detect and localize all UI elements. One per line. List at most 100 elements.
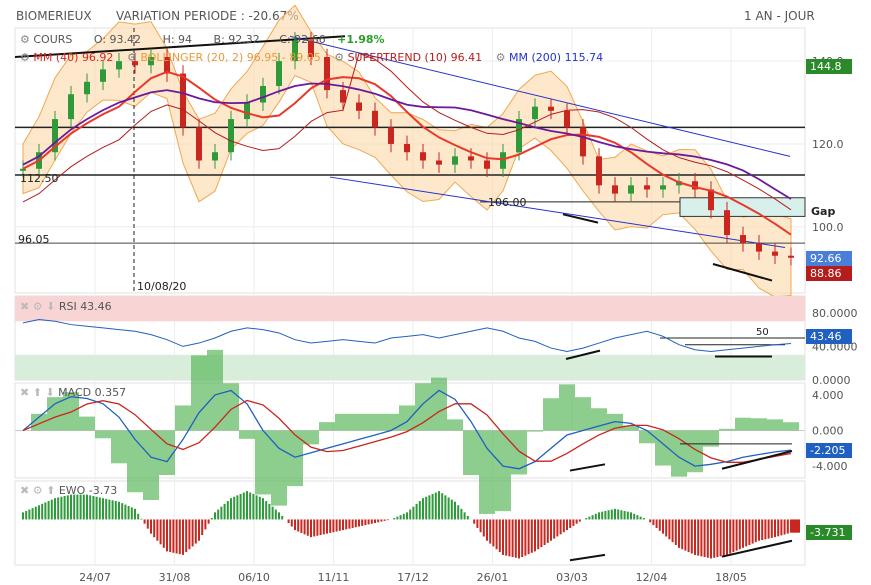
- gear-icon[interactable]: ⚙: [32, 300, 43, 313]
- candle-body: [628, 185, 634, 194]
- ewo-bar: [226, 501, 229, 520]
- candle-body: [372, 110, 378, 128]
- ewo-bar: [450, 499, 453, 520]
- ewo-bar: [201, 519, 204, 536]
- ewo-bar: [182, 519, 184, 555]
- candle-body: [468, 156, 474, 161]
- gear-icon[interactable]: ⚙: [495, 51, 506, 64]
- ewo-bar: [559, 519, 562, 535]
- ewo-bar: [457, 505, 460, 520]
- legend-mm40: MM (40): [33, 51, 79, 64]
- ewo-bar: [140, 518, 143, 520]
- candle-body: [292, 40, 298, 62]
- macd-histogram-bar: [655, 430, 671, 466]
- gear-icon[interactable]: ⚙: [20, 33, 30, 46]
- macd-histogram-bar: [783, 422, 799, 431]
- ewo-bar: [415, 503, 418, 520]
- x-tick-label: 11/11: [318, 571, 350, 584]
- macd-histogram-bar: [751, 418, 767, 431]
- ewo-bar: [534, 519, 536, 552]
- ewo-bar: [764, 519, 767, 540]
- ewo-bar: [134, 508, 136, 520]
- ewo-bar: [751, 519, 754, 544]
- candle-body: [388, 127, 394, 144]
- last-price-badge: 92.66: [806, 251, 852, 266]
- ewo-bar: [482, 519, 485, 537]
- close-icon[interactable]: ✖: [20, 484, 30, 497]
- ewo-bar: [639, 516, 642, 520]
- ewo-bar: [153, 519, 156, 538]
- ewo-bar: [566, 519, 568, 531]
- ewo-bar: [28, 509, 31, 520]
- close-icon[interactable]: ✖: [20, 386, 30, 399]
- ewo-bar: [572, 519, 575, 526]
- x-tick-label: 17/12: [397, 571, 429, 584]
- arrow-up-icon[interactable]: ⬆: [46, 484, 56, 497]
- rsi-label: RSI: [58, 300, 77, 313]
- ewo-bar: [290, 519, 293, 527]
- arrow-up-icon[interactable]: ⬆: [32, 386, 42, 399]
- macd-histogram-bar: [543, 398, 559, 431]
- legend-open: O: 93.42: [93, 33, 142, 46]
- ewo-bar: [82, 494, 85, 520]
- macd-histogram-bar: [527, 430, 543, 432]
- ewo-bar: [422, 498, 424, 520]
- ewo-bar: [95, 496, 98, 520]
- gear-icon[interactable]: ⚙: [334, 51, 345, 64]
- gear-icon[interactable]: ⚙: [126, 51, 137, 64]
- ewo-bar: [441, 493, 444, 520]
- candle-body: [644, 185, 650, 190]
- legend-cours: COURS: [33, 33, 73, 46]
- ewo-bar: [767, 519, 770, 539]
- ewo-bar: [143, 519, 146, 524]
- chart-header: BIOMERIEUX VARIATION PERIODE : -20.67% 1…: [0, 0, 871, 28]
- ewo-bar: [313, 519, 316, 537]
- ewo-bar: [92, 496, 95, 520]
- macd-histogram-bar: [271, 430, 287, 506]
- macd-histogram-bar: [223, 383, 239, 431]
- ewo-panel-title: ✖ ⚙ ⬆ EWO -3.73: [20, 484, 117, 497]
- ewo-bar: [50, 499, 53, 520]
- ewo-bar: [351, 519, 354, 528]
- candle-body: [420, 152, 426, 161]
- ewo-bar: [444, 495, 447, 520]
- gear-icon[interactable]: ⚙: [20, 51, 30, 64]
- mm200-line: [22, 82, 792, 200]
- divergence-line: [712, 263, 773, 282]
- ewo-bar: [700, 519, 703, 557]
- macd-histogram-bar: [95, 430, 111, 439]
- close-icon[interactable]: ✖: [20, 300, 30, 313]
- macd-histogram-bar: [175, 405, 191, 431]
- ewo-bar: [521, 519, 524, 558]
- candle-body: [484, 160, 490, 169]
- ewo-bar: [281, 515, 284, 520]
- ewo-bar: [354, 519, 357, 528]
- ewo-bar: [792, 519, 794, 533]
- ewo-bar: [262, 498, 264, 520]
- ewo-bar: [188, 519, 191, 550]
- period-selector[interactable]: 1 AN - JOUR: [744, 9, 815, 23]
- macd-histogram-bar: [335, 413, 351, 431]
- ewo-bar: [694, 519, 696, 555]
- ewo-bar: [671, 519, 674, 543]
- ewo-bar: [255, 495, 258, 520]
- candle-body: [740, 235, 746, 244]
- ewo-bar: [780, 519, 783, 536]
- ewo-bar: [518, 519, 520, 559]
- macd-panel-title: ✖ ⬆ ⬇ MACD 0.357: [20, 386, 126, 399]
- candle-body: [772, 251, 778, 256]
- gear-icon[interactable]: ⚙: [32, 484, 43, 497]
- arrow-down-icon[interactable]: ⬇: [46, 300, 56, 313]
- macd-divergence: [721, 450, 793, 470]
- macd-histogram-bar: [191, 355, 207, 431]
- ewo-bar: [466, 515, 469, 520]
- ewo-bar: [377, 519, 380, 523]
- x-tick-label: 06/10: [238, 571, 270, 584]
- ewo-bar: [447, 497, 450, 520]
- ewo-bar: [41, 503, 44, 520]
- ewo-bar: [553, 519, 556, 539]
- rsi-level-label: 50: [756, 327, 769, 338]
- macd-histogram-bar: [383, 413, 399, 431]
- ewo-bar: [76, 494, 79, 520]
- arrow-down-icon[interactable]: ⬇: [45, 386, 55, 399]
